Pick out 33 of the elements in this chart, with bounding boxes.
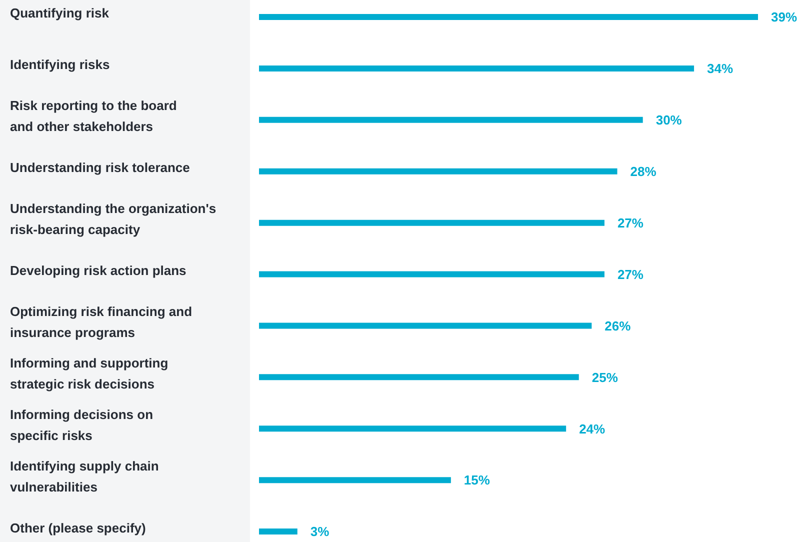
bar bbox=[259, 116, 643, 123]
data-label: 24% bbox=[579, 421, 606, 436]
y-tick-label: Risk reporting to the board and other stakeholders bbox=[10, 98, 177, 135]
y-tick-label: Informing and supporting strategic risk decisions bbox=[10, 356, 168, 392]
y-tick-label: Other (please specify) bbox=[10, 520, 146, 536]
y-tick-label: Identifying risks bbox=[10, 58, 110, 73]
bar bbox=[259, 220, 604, 226]
y-tick-label: Understanding the organization's risk-bearing capacity bbox=[10, 201, 216, 238]
bar bbox=[259, 528, 298, 535]
bar bbox=[259, 322, 592, 329]
data-label: 28% bbox=[630, 164, 657, 179]
bar bbox=[259, 271, 604, 278]
bar bbox=[259, 14, 758, 20]
data-label: 26% bbox=[604, 318, 632, 334]
bar bbox=[259, 374, 579, 380]
y-tick-label: Identifying supply chain vulnerabilities bbox=[10, 458, 159, 495]
y-tick-label: Developing risk action plans bbox=[10, 263, 186, 278]
data-label: 30% bbox=[656, 112, 682, 128]
bar bbox=[259, 65, 694, 72]
data-label: 25% bbox=[592, 370, 618, 385]
y-tick-label: Quantifying risk bbox=[10, 6, 110, 22]
data-label: 15% bbox=[464, 472, 490, 488]
y-tick-label: Understanding risk tolerance bbox=[10, 160, 190, 176]
bar bbox=[259, 477, 451, 484]
bar bbox=[259, 426, 566, 432]
data-label: 27% bbox=[617, 215, 644, 230]
data-label: 34% bbox=[707, 61, 734, 76]
y-tick-label: Optimizing risk financing and insurance programs bbox=[10, 304, 192, 340]
data-label: 39% bbox=[771, 10, 798, 25]
y-tick-label: Informing decisions on specific risks bbox=[10, 407, 154, 444]
bar bbox=[259, 168, 618, 174]
data-label: 27% bbox=[617, 266, 644, 282]
data-label: 3% bbox=[310, 524, 330, 540]
